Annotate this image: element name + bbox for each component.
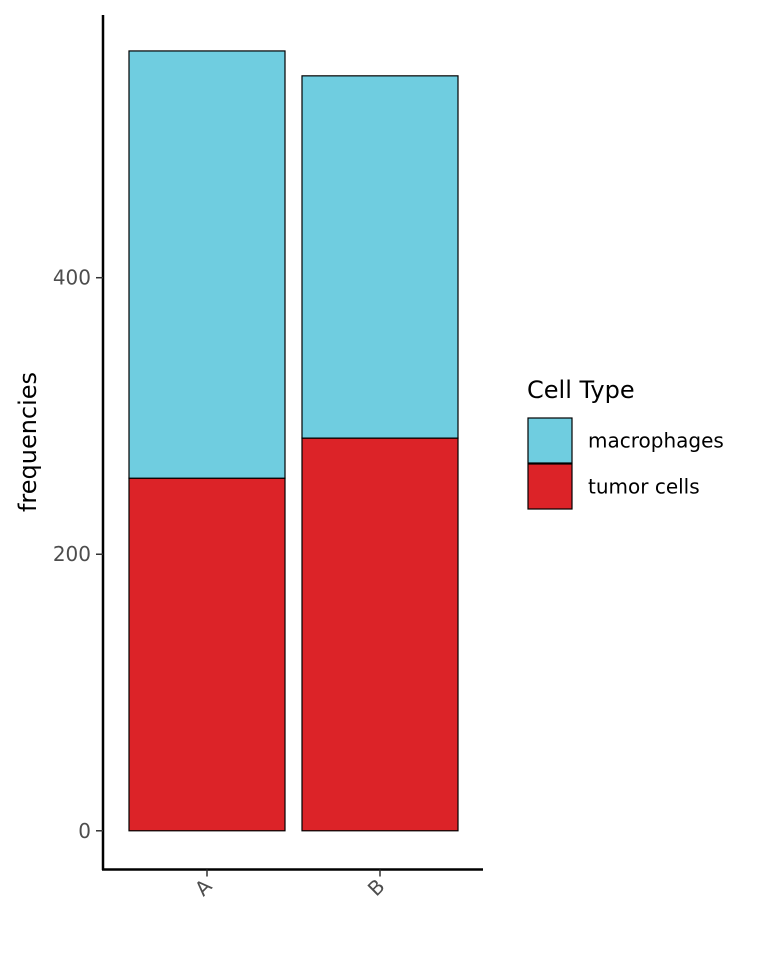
x-tick-label-a: A [190, 874, 217, 901]
bars-layer [128, 50, 459, 832]
x-tick-label-b: B [363, 874, 390, 901]
legend-key-macrophages [527, 417, 573, 464]
y-axis-title: frequencies [14, 372, 42, 512]
legend: Cell Type macrophages tumor cells [527, 376, 724, 510]
y-ticks-layer: 0 200 400 [53, 266, 103, 843]
bar-a-macrophages [128, 50, 286, 479]
bar-b-macrophages [301, 75, 459, 439]
legend-title: Cell Type [527, 376, 635, 404]
legend-label-tumor-cells: tumor cells [588, 475, 700, 499]
y-tick-label-200: 200 [53, 542, 91, 566]
bar-b-tumor-cells [301, 437, 459, 832]
y-tick-label-0: 0 [78, 819, 91, 843]
legend-label-macrophages: macrophages [588, 429, 724, 453]
legend-key-tumor-cells [527, 463, 573, 510]
y-tick-label-400: 400 [53, 266, 91, 290]
bar-a-tumor-cells [128, 477, 286, 832]
